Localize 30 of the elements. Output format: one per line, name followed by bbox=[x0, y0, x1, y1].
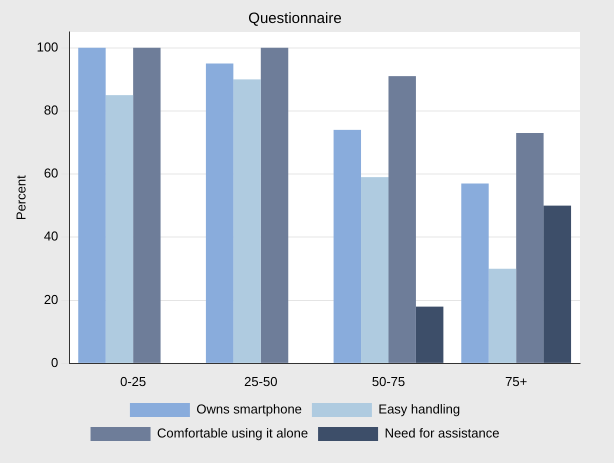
bar bbox=[416, 306, 444, 363]
bar bbox=[544, 206, 572, 363]
bar bbox=[106, 95, 134, 363]
y-tick-label: 20 bbox=[44, 292, 58, 307]
y-tick-label: 0 bbox=[51, 354, 58, 370]
bar bbox=[334, 130, 362, 363]
bar bbox=[133, 48, 161, 363]
y-axis-title: Percent bbox=[13, 174, 28, 220]
legend-label: Comfortable using it alone bbox=[157, 426, 308, 441]
bar bbox=[488, 268, 516, 363]
bar bbox=[461, 183, 489, 363]
bar bbox=[361, 177, 388, 363]
bar bbox=[78, 48, 106, 363]
x-tick-label: 0-25 bbox=[120, 374, 146, 389]
y-tick-label: 80 bbox=[44, 102, 58, 118]
legend-label: Owns smartphone bbox=[196, 402, 302, 417]
y-tick-label: 100 bbox=[36, 39, 58, 54]
x-tick-label: 75+ bbox=[505, 374, 528, 389]
y-tick-label: 40 bbox=[44, 228, 58, 244]
bar bbox=[233, 79, 261, 363]
bar bbox=[260, 48, 288, 363]
x-tick-label: 50-75 bbox=[372, 374, 406, 389]
bar bbox=[388, 76, 416, 363]
bar bbox=[516, 133, 544, 363]
y-tick-label: 60 bbox=[44, 166, 58, 181]
bar bbox=[206, 64, 234, 363]
x-tick-label: 25-50 bbox=[244, 374, 278, 389]
legend-label: Easy handling bbox=[378, 402, 460, 417]
chart-title: Questionnaire bbox=[248, 10, 342, 28]
legend-label: Need for assistance bbox=[384, 426, 500, 441]
